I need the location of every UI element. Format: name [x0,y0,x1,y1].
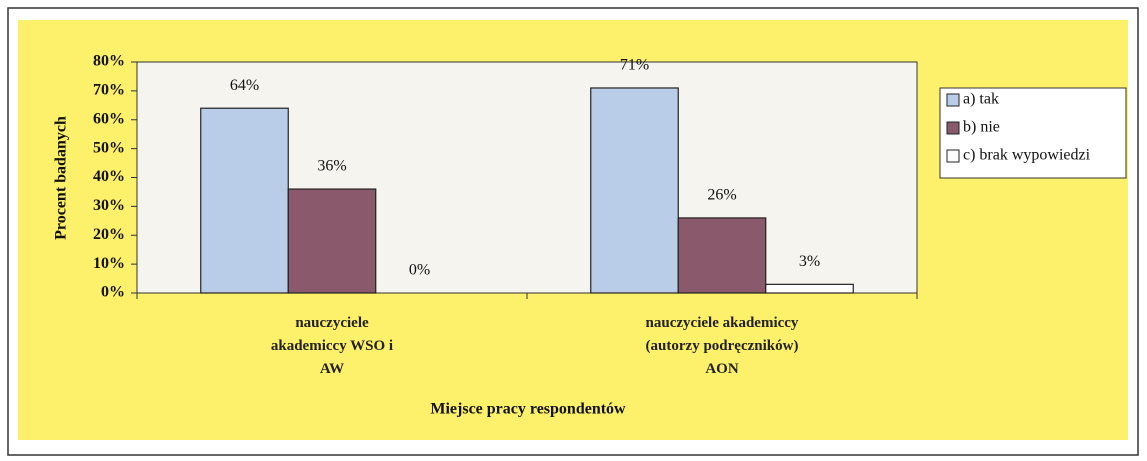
bar [287,188,377,294]
bar [200,107,289,294]
x-tick-label: nauczyciele akademiccy WSO i AW [270,315,394,377]
data-label: 64% [230,77,259,94]
data-label: 0% [409,262,430,279]
bar [765,283,854,294]
y-tick-label: 60% [93,110,125,127]
data-label: 36% [317,158,346,175]
legend-swatch [946,93,960,107]
y-tick-label: 10% [93,255,125,272]
bar [590,87,679,294]
x-tick-label: nauczyciele akademiccy (autorzy podręczn… [645,315,799,377]
bar [677,217,767,294]
y-tick-label: 40% [93,168,125,185]
legend-label: b) nie [963,119,1000,136]
y-tick-label: 80% [93,53,125,70]
y-axis-title: Procent badanych [53,116,70,240]
y-tick-label: 0% [101,284,125,301]
legend-label: a) tak [963,91,999,108]
data-label: 26% [707,187,736,204]
y-tick-label: 70% [93,82,125,99]
legend-swatch [946,121,960,135]
y-tick-label: 20% [93,226,125,243]
legend [939,87,1127,179]
y-tick-label: 50% [93,139,125,156]
x-axis-title: Miejsce pracy respondentów [430,401,626,418]
data-label: 3% [799,253,820,270]
legend-label: c) brak wypowiedzi [963,147,1091,164]
y-tick-label: 30% [93,197,125,214]
legend-swatch [946,149,960,163]
data-label: 71% [620,57,649,74]
